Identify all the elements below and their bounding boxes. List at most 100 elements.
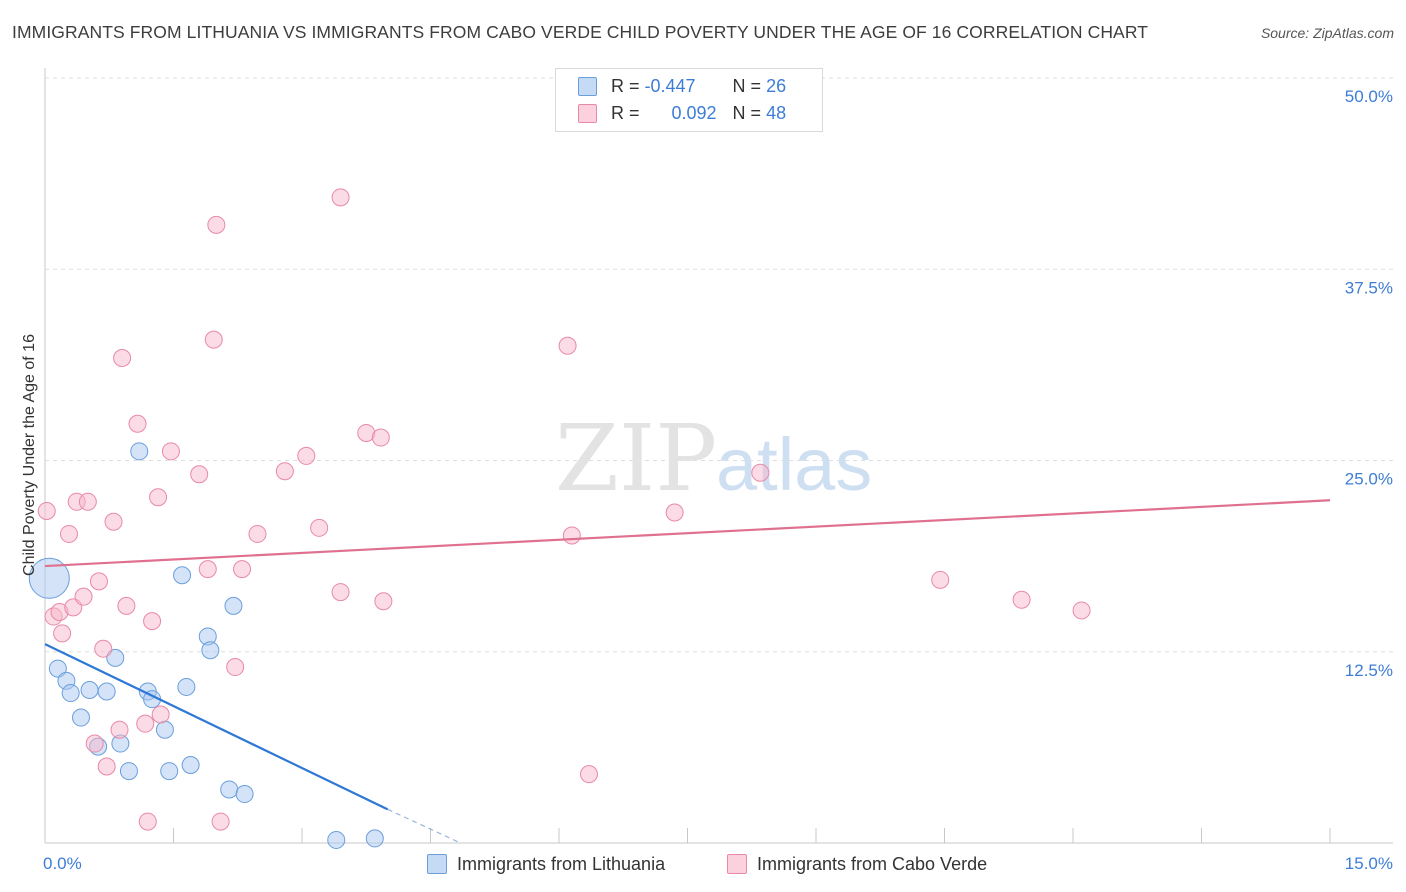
y-tick-label: 37.5% (1345, 278, 1393, 297)
y-axis-title: Child Poverty Under the Age of 16 (21, 334, 38, 576)
lithuania-point (61, 684, 80, 703)
cabo-verde-point (110, 720, 129, 739)
lithuania-point (106, 648, 125, 667)
cabo-verde-point (374, 592, 393, 611)
lithuania-trend-line (44, 643, 389, 811)
lithuania-point (181, 755, 200, 774)
cabo-verde-point (89, 572, 108, 591)
axes (44, 68, 1393, 844)
cabo-verde-point (207, 215, 226, 234)
bottom-legend-cabo-verde: Immigrants from Cabo Verde (727, 851, 987, 877)
cabo-verde-point (143, 612, 162, 631)
bottom-legend-label-lithuania: Immigrants from Lithuania (457, 853, 666, 874)
cabo-verde-point (149, 488, 168, 507)
watermark-atlas: atlas (716, 423, 872, 506)
cabo-verde-point (94, 639, 113, 658)
cabo-verde-trend-line (44, 499, 1331, 568)
lithuania-point (220, 780, 239, 799)
legend-n-value: 26 (766, 75, 787, 96)
lithuania-point (160, 762, 179, 781)
y-tick-label: 25.0% (1345, 470, 1393, 489)
x-tick-label: 15.0% (1345, 854, 1393, 873)
bottom-legend-swatch-lithuania (427, 854, 447, 874)
chart-title: IMMIGRANTS FROM LITHUANIA VS IMMIGRANTS … (12, 22, 1149, 42)
legend-r-value: 0.092 (671, 102, 717, 123)
cabo-verde-point (297, 446, 316, 465)
cabo-verde-point (53, 624, 72, 643)
cabo-verde-point (331, 583, 350, 602)
cabo-verde-point (138, 812, 157, 831)
legend-swatch-lithuania (578, 76, 597, 96)
y-tick-label: 50.0% (1345, 87, 1393, 106)
cabo-verde-point (558, 336, 577, 355)
cabo-verde-point (665, 503, 684, 522)
cabo-verde-point (104, 512, 123, 531)
cabo-verde-point (1072, 601, 1091, 620)
bottom-legend-swatch-cabo-verde (727, 854, 747, 874)
lithuania-trend-extension (387, 808, 461, 844)
y-tick-label: 12.5% (1345, 661, 1393, 680)
lithuania-point (80, 681, 99, 699)
cabo-verde-point (161, 442, 180, 461)
lithuania-point (48, 659, 67, 678)
lithuania-point (235, 785, 254, 804)
cabo-verde-point (198, 560, 217, 579)
cabo-verde-point (1012, 590, 1031, 609)
cabo-verde-point (226, 658, 245, 677)
cabo-verde-point (74, 587, 93, 606)
cabo-verde-point (331, 188, 350, 207)
cabo-verde-point (97, 757, 116, 776)
cabo-verde-point (37, 501, 56, 520)
watermark-zip: ZIP (555, 405, 717, 512)
trend-lines (44, 499, 1331, 844)
cabo-verde-point (113, 348, 132, 367)
correlation-legend: R = -0.447 N = 26 R = 0.092 N = 48 (555, 68, 823, 132)
lithuania-point (71, 708, 90, 727)
lithuania-point (327, 830, 346, 849)
legend-r-label: R = (611, 75, 640, 96)
cabo-verde-point (579, 765, 598, 784)
cabo-verde-point (117, 596, 136, 615)
legend-r-value: -0.447 (644, 75, 696, 96)
lithuania-point (119, 762, 138, 781)
lithuania-point (224, 596, 243, 615)
cabo-verde-point (931, 570, 950, 589)
cabo-verde-point (59, 524, 78, 543)
lithuania-point (155, 720, 174, 739)
cabo-verde-point (562, 526, 581, 545)
lithuania-point (177, 677, 196, 696)
legend-row-cabo-verde: R = 0.092 N = 48 (578, 101, 786, 125)
legend-n-label: N = (732, 75, 762, 96)
cabo-verde-point (136, 714, 155, 733)
lithuania-point (97, 682, 116, 701)
legend-n-label: N = (732, 102, 762, 123)
lithuania-point (201, 641, 220, 660)
lithuania-point (28, 557, 70, 599)
cabo-verde-point (128, 414, 147, 433)
cabo-verde-point (190, 465, 209, 484)
data-points (28, 188, 1091, 849)
legend-row-lithuania: R = -0.447 N = 26 (578, 74, 786, 98)
tick-labels: 12.5% 25.0% 37.5% 50.0% 0.0% 15.0% (43, 87, 1393, 873)
legend-r-label: R = (611, 102, 640, 123)
cabo-verde-point (248, 524, 267, 543)
cabo-verde-point (310, 518, 329, 537)
lithuania-point (173, 566, 192, 585)
cabo-verde-point (204, 330, 223, 349)
source-label: Source: ZipAtlas.com (1260, 25, 1394, 41)
x-tick-label: 0.0% (43, 854, 82, 873)
legend-swatch-cabo-verde (578, 103, 597, 123)
cabo-verde-point (371, 428, 390, 447)
legend-n-value: 48 (766, 102, 787, 123)
bottom-legend-label-cabo-verde: Immigrants from Cabo Verde (757, 853, 988, 874)
cabo-verde-point (85, 734, 104, 753)
cabo-verde-point (78, 492, 97, 511)
bottom-legend-lithuania: Immigrants from Lithuania (427, 851, 665, 877)
lithuania-point (365, 829, 384, 848)
cabo-verde-point (211, 812, 230, 831)
lithuania-point (130, 442, 149, 461)
cabo-verde-point (751, 463, 770, 482)
cabo-verde-point (151, 705, 170, 724)
cabo-verde-point (275, 462, 294, 481)
